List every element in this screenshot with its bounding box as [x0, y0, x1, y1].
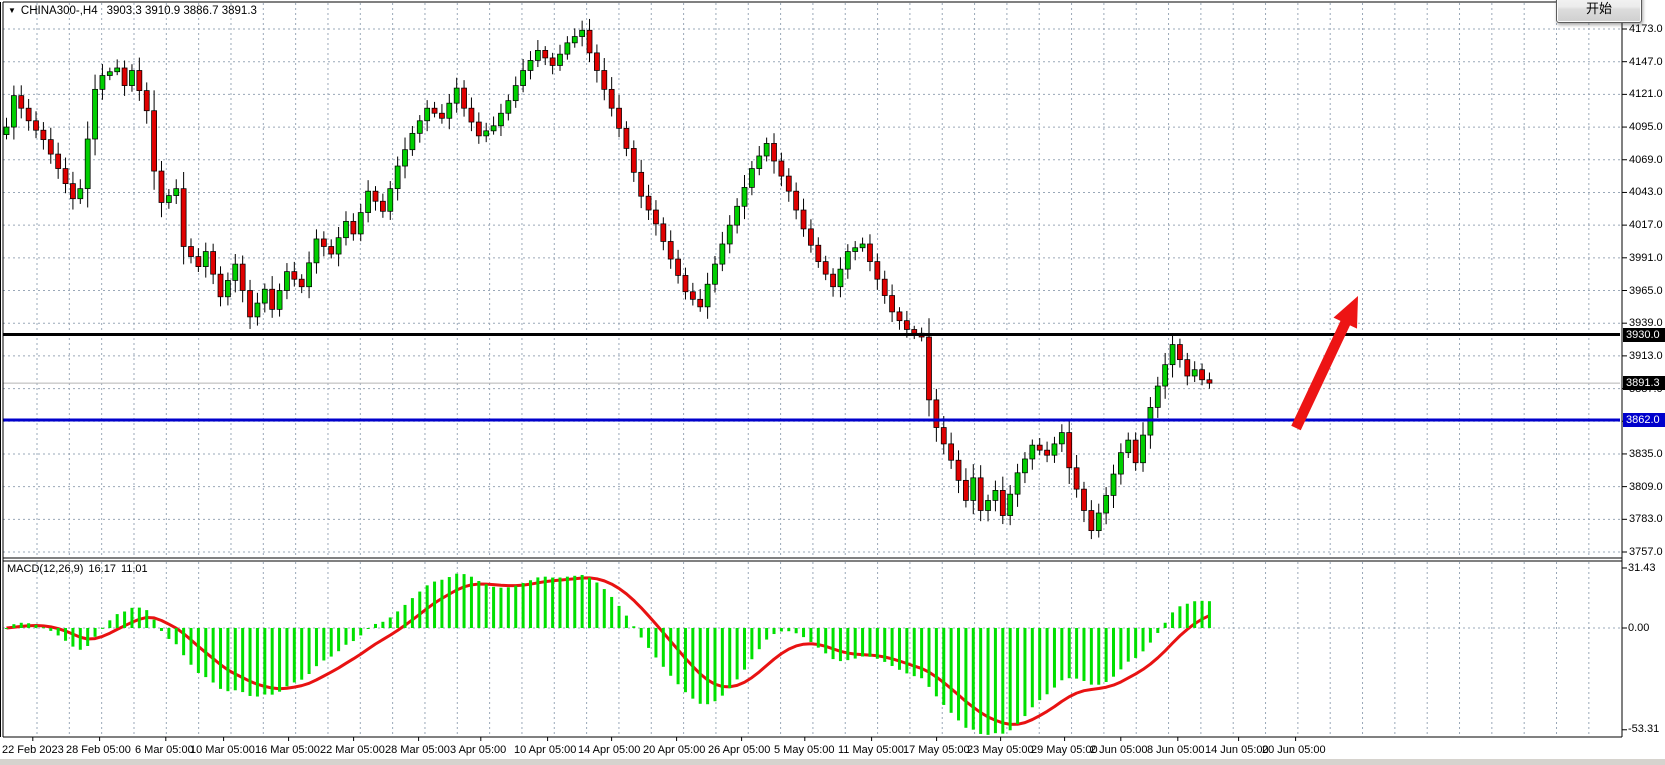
- price-tick-label: 4147.0: [1629, 55, 1663, 68]
- time-tick-label: 6 Mar 05:00: [135, 744, 194, 756]
- price-tick-label: 4121.0: [1629, 88, 1663, 101]
- bid-price-tag: 3891.3: [1623, 376, 1665, 391]
- time-tick-label: 8 Jun 05:00: [1147, 744, 1205, 756]
- window-bottom-edge: [0, 759, 1665, 765]
- time-tick-label: 20 Apr 05:00: [643, 744, 706, 756]
- time-tick-label: 3 Apr 05:00: [450, 744, 507, 756]
- price-tick-label: 3809.0: [1629, 480, 1663, 493]
- ohlc-values: 3903.3 3910.9 3886.7 3891.3: [106, 5, 257, 17]
- price-tick-label: 4017.0: [1629, 219, 1663, 232]
- price-tick-label: 3991.0: [1629, 251, 1663, 264]
- macd-scale-min: -53.31: [1628, 723, 1660, 735]
- grid: [3, 3, 1627, 736]
- price-tick-label: 3965.0: [1629, 284, 1663, 297]
- time-tick-label: 16 Mar 05:00: [255, 744, 320, 756]
- macd-indicator-label: MACD(12,26,9) 16.17 11.01: [7, 563, 153, 575]
- price-tick-label: 4173.0: [1629, 23, 1663, 35]
- macd-histogram: [5, 573, 1211, 735]
- time-tick-label: 10 Apr 05:00: [514, 744, 577, 756]
- time-tick-label: 26 Apr 05:00: [708, 744, 771, 756]
- price-tick-label: 3783.0: [1629, 513, 1663, 526]
- time-tick-label: 2 Jun 05:00: [1090, 744, 1148, 756]
- time-tick-label: 28 Feb 05:00: [66, 744, 131, 756]
- time-tick-label: 29 May 05:00: [1031, 744, 1098, 756]
- time-tick-label: 23 May 05:00: [967, 744, 1034, 756]
- symbol-menu-icon[interactable]: ▼: [8, 6, 16, 15]
- time-tick-label: 22 Feb 2023: [2, 744, 64, 756]
- time-tick-label: 28 Mar 05:00: [385, 744, 450, 756]
- time-tick-label: 17 May 05:00: [903, 744, 970, 756]
- red-arrow-annotation[interactable]: [1291, 296, 1358, 431]
- price-tick-label: 4043.0: [1629, 186, 1663, 199]
- candles-layer: [3, 18, 1213, 540]
- macd-signal-value: 11.01: [120, 563, 148, 575]
- time-tick-label: 14 Apr 05:00: [578, 744, 641, 756]
- resistance-price-tag: 3930.0: [1623, 327, 1665, 342]
- symbol-timeframe-label: CHINA300-,H4: [20, 5, 98, 17]
- macd-scale-max: 31.43: [1628, 562, 1656, 574]
- time-tick-label: 14 Jun 05:00: [1205, 744, 1269, 756]
- macd-panel: [3, 576, 1620, 726]
- time-tick-label: 10 Mar 05:00: [190, 744, 255, 756]
- price-tick-label: 3939.0: [1629, 317, 1663, 330]
- price-tick-label: 4095.0: [1629, 121, 1663, 134]
- support-price-tag: 3862.0: [1623, 412, 1665, 427]
- panel-borders: [0, 1, 1623, 741]
- price-tick-label: 3835.0: [1629, 447, 1663, 460]
- chart-title: ▼ CHINA300-,H4 3903.3 3910.9 3886.7 3891.3: [8, 5, 257, 17]
- price-tick-label: 3913.0: [1629, 349, 1663, 362]
- macd-value: 16.17: [88, 563, 116, 575]
- time-tick-label: 11 May 05:00: [838, 744, 904, 756]
- macd-name: MACD(12,26,9): [7, 563, 84, 575]
- macd-signal-line: [6, 576, 1211, 726]
- price-tick-label: 4069.0: [1629, 153, 1663, 166]
- time-tick-label: 22 Mar 05:00: [320, 744, 385, 756]
- start-button[interactable]: 开始: [1556, 0, 1642, 23]
- time-tick-label: 20 Jun 05:00: [1262, 744, 1326, 756]
- macd-scale-zero: 0.00: [1628, 622, 1650, 634]
- time-tick-label: 5 May 05:00: [774, 744, 835, 756]
- price-tick-label: 3757.0: [1629, 546, 1663, 558]
